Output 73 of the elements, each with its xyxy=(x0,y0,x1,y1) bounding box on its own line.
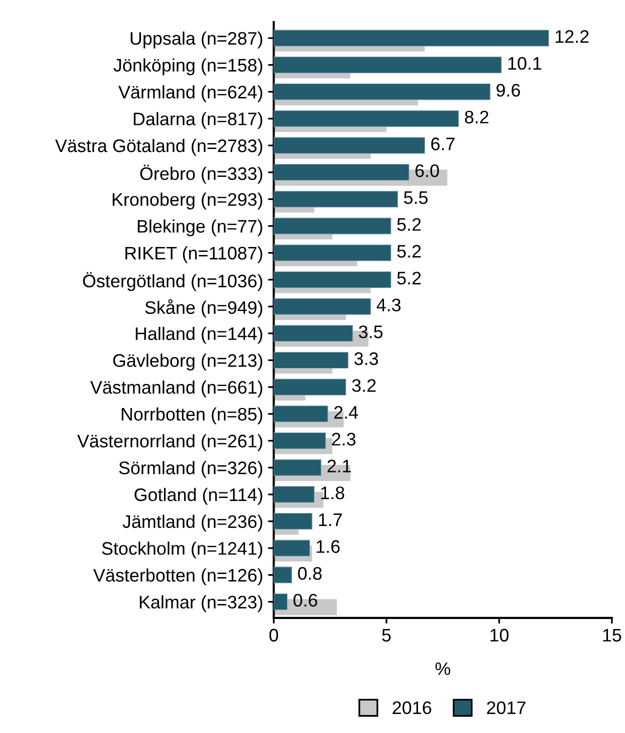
y-tick-label: Västerbotten (n=126) xyxy=(93,568,262,586)
y-tick-label: Sörmland (n=326) xyxy=(119,461,262,478)
data-label: 4.3 xyxy=(376,298,401,312)
y-tick-label: Stockholm (n=1241) xyxy=(102,542,262,558)
y-tick-label: Blekinge (n=77) xyxy=(138,219,262,236)
bar xyxy=(274,406,328,422)
x-tick-label: 15 xyxy=(603,629,622,642)
bar xyxy=(274,593,288,610)
data-label: 0.8 xyxy=(298,567,322,580)
bar xyxy=(274,218,392,234)
data-label: 2.4 xyxy=(334,406,358,419)
data-label: 12.2 xyxy=(556,30,589,43)
bar xyxy=(274,298,371,315)
bar xyxy=(274,512,312,530)
x-tick-label: 5 xyxy=(382,629,391,642)
y-tick-label: Västra Götaland (n=2783) xyxy=(55,138,262,156)
bar xyxy=(274,244,392,262)
data-label: 2.1 xyxy=(328,460,351,472)
data-label: 5.2 xyxy=(397,272,421,285)
data-label: 8.2 xyxy=(464,110,488,124)
bar xyxy=(274,83,490,100)
legend-label: 2017 xyxy=(487,701,526,714)
y-tick-label: Värmland (n=624) xyxy=(118,85,262,102)
y-tick-label: Norrbotten (n=85) xyxy=(122,407,262,424)
data-label: 3.5 xyxy=(358,325,383,338)
data-label: 6.0 xyxy=(415,164,439,178)
x-tick-label: 10 xyxy=(490,628,509,642)
data-label: 1.7 xyxy=(319,514,342,526)
bar xyxy=(274,378,346,396)
data-label: 5.2 xyxy=(397,244,421,258)
bar xyxy=(274,566,292,584)
data-label: 2.3 xyxy=(332,432,356,446)
bar xyxy=(274,486,315,503)
y-tick-label: Jämtland (n=236) xyxy=(122,514,262,532)
y-tick-label: Örebro (n=333) xyxy=(140,164,262,184)
data-label: 5.5 xyxy=(404,191,428,204)
bar xyxy=(274,271,392,288)
data-label: 1.6 xyxy=(316,540,340,553)
bar xyxy=(274,540,310,556)
y-tick-label: Västernorrland (n=261) xyxy=(77,434,262,452)
y-tick-label: Halland (n=144) xyxy=(136,326,262,344)
y-tick-label: Västmanland (n=661) xyxy=(90,380,262,398)
y-tick-label: Jönköping (n=158) xyxy=(114,58,262,76)
data-label: 5.2 xyxy=(397,218,421,231)
bar xyxy=(274,432,326,450)
y-tick-label: RIKET (n=11087) xyxy=(125,246,262,264)
bar xyxy=(274,352,348,369)
data-label: 3.3 xyxy=(354,352,378,366)
data-label: 3.2 xyxy=(352,379,376,392)
bar xyxy=(274,325,353,342)
y-tick-label: Gävleborg (n=213) xyxy=(113,354,262,371)
bar xyxy=(274,137,426,154)
x-tick-label: 0 xyxy=(269,628,278,642)
bar xyxy=(274,190,398,208)
bar xyxy=(274,30,550,46)
y-tick-label: Kronoberg (n=293) xyxy=(112,192,262,210)
data-label: 1.8 xyxy=(321,486,344,500)
legend-label: 2016 xyxy=(392,701,432,714)
y-tick-label: Skåne (n=949) xyxy=(145,299,262,318)
y-tick-label: Dalarna (n=817) xyxy=(134,112,262,129)
data-label: 10.1 xyxy=(508,57,542,70)
y-tick-label: Gotland (n=114) xyxy=(134,488,262,505)
data-label: 0.6 xyxy=(294,594,318,607)
y-tick-label: Uppsala (n=287) xyxy=(130,32,262,48)
y-tick-label: Östergötland (n=1036) xyxy=(83,272,262,291)
x-axis-title: % xyxy=(435,662,450,676)
data-label: 9.6 xyxy=(496,84,520,97)
bar xyxy=(274,56,502,74)
y-tick-label: Kalmar (n=323) xyxy=(140,595,262,612)
bar xyxy=(274,459,322,476)
bar xyxy=(274,164,410,181)
bar xyxy=(274,110,459,127)
data-label: 6.7 xyxy=(431,138,455,150)
